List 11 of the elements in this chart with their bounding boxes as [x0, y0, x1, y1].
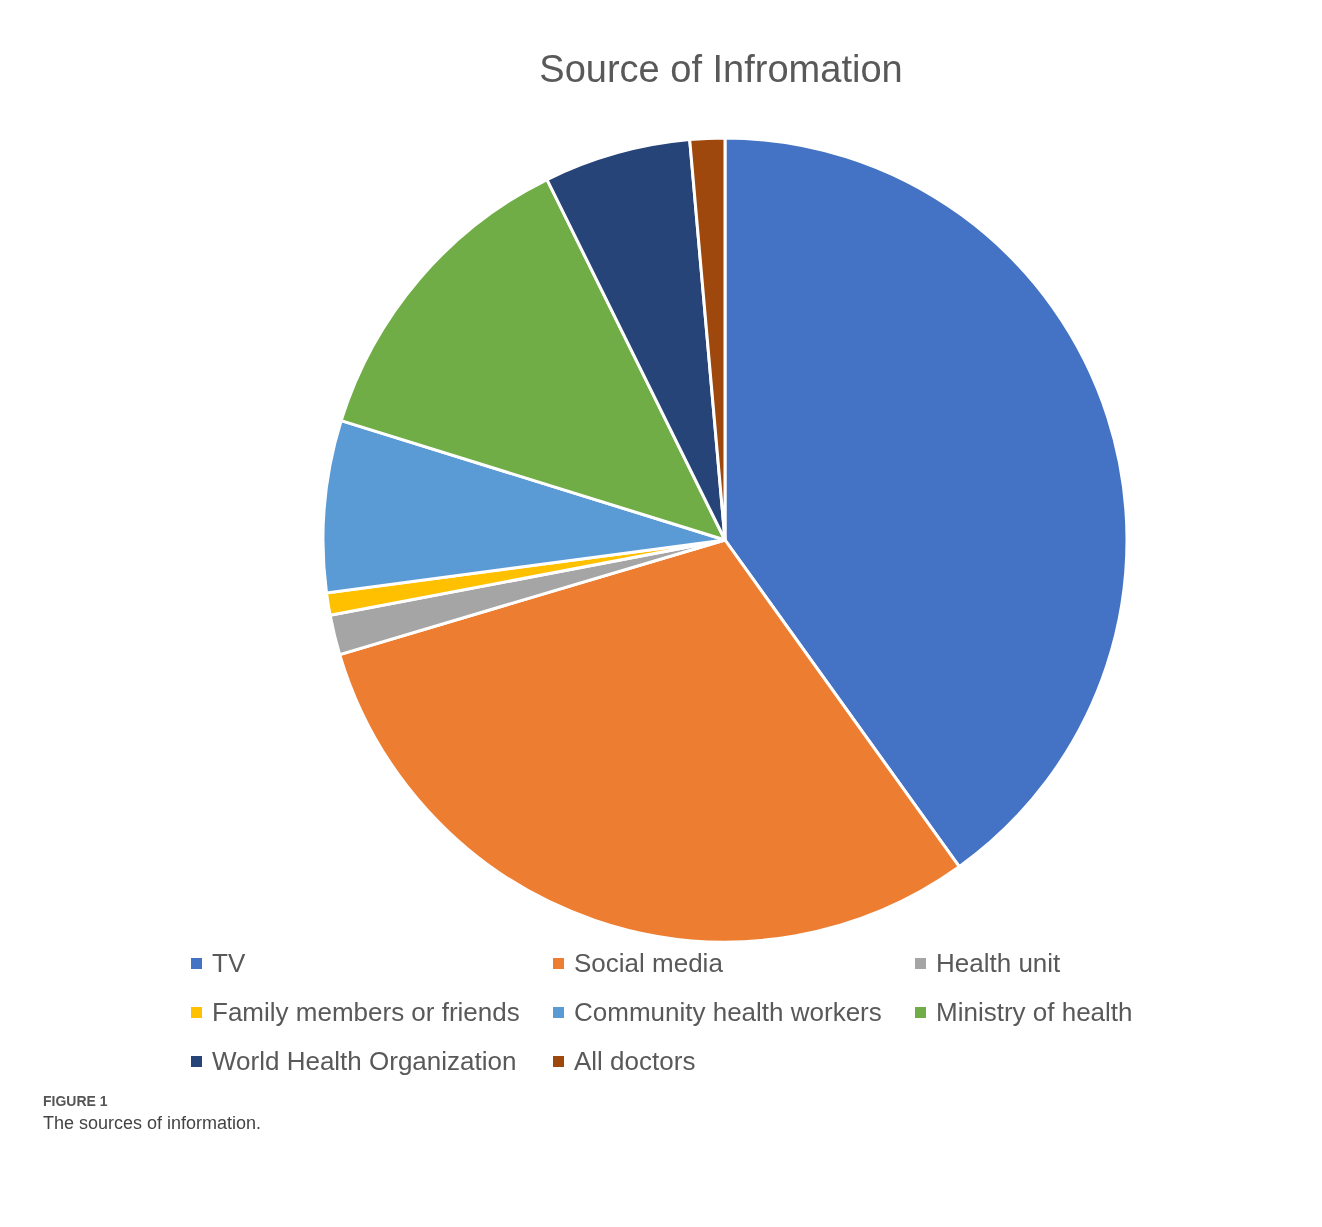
legend-label: World Health Organization [212, 1046, 517, 1077]
legend-label: Community health workers [574, 997, 882, 1028]
legend-label: Social media [574, 948, 723, 979]
text: The sources of information. [43, 1113, 263, 1134]
legend-label: Ministry of health [936, 997, 1133, 1028]
legend-label: Family members or friends [212, 997, 520, 1028]
legend-label: All doctors [574, 1046, 696, 1077]
legend-label: TV [212, 948, 246, 979]
legend-label: Health unit [936, 948, 1061, 979]
chart-title: Source of Infromation [538, 47, 904, 92]
caption: FIGURE 1 [43, 1093, 109, 1109]
